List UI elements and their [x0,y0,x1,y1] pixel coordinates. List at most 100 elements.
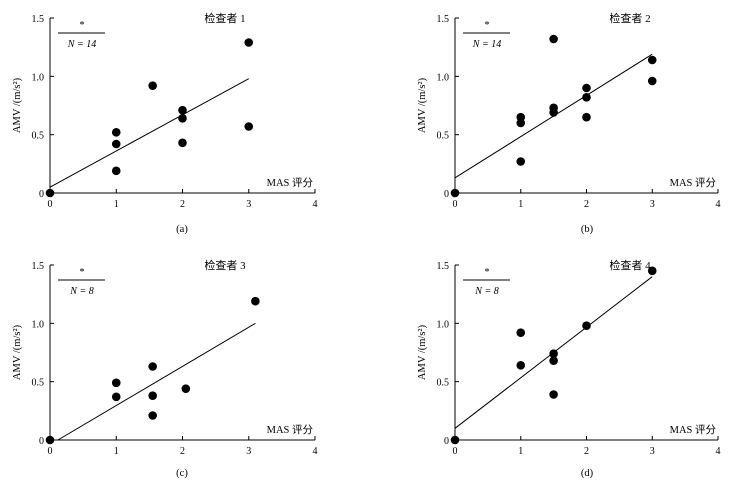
y-tick-label: 1.5 [32,261,45,272]
x-tick-label: 1 [114,199,119,210]
y-tick-label: 0 [39,436,44,447]
y-tick-label: 1.5 [32,14,45,25]
x-tick-label: 3 [650,199,655,210]
data-point [516,328,526,337]
fit-line [49,78,249,188]
n-label: N = 8 [69,286,93,297]
data-point [244,122,254,131]
data-point [178,105,187,115]
data-point [516,157,526,166]
data-point [178,114,187,123]
data-point [244,38,254,47]
x-tick-label: 1 [518,446,523,457]
x-axis-label: MAS 评分 [267,177,314,189]
data-point [111,378,121,388]
data-point [181,384,191,393]
x-tick-label: 3 [650,446,655,457]
panel-caption: (b) [581,224,594,235]
data-point [549,349,558,358]
x-tick-label: 1 [114,446,119,457]
x-tick-label: 0 [453,446,458,457]
x-tick-label: 2 [180,199,185,210]
x-tick-label: 0 [48,199,53,210]
data-point [251,296,260,306]
significance-star: * [80,20,85,31]
x-tick-label: 2 [584,199,589,210]
chart-panel-3: 0 1 2 3 4 0 0.5 1.0 1.5 AMV /(m/s²) MAS 评分 检查者 3 * N … [12,258,318,479]
x-tick-label: 4 [716,446,721,457]
data-point [582,93,591,102]
data-point [516,118,526,128]
data-point [647,76,657,86]
y-tick-label: 0.5 [32,378,45,389]
data-point [111,128,121,137]
panel-title: 检查者 3 [204,258,246,272]
significance-star: * [485,20,490,31]
x-axis-label: MAS 评分 [267,424,314,436]
x-tick-label: 4 [313,446,318,457]
panel-title: 检查者 4 [609,258,651,272]
data-point [148,411,157,420]
y-tick-label: 1.0 [437,72,450,83]
y-tick-label: 0.5 [437,131,450,142]
data-point [582,83,591,93]
data-point [450,435,460,445]
y-tick-label: 1.0 [437,319,450,330]
n-label: N = 14 [67,39,96,50]
data-point [582,321,591,330]
data-point [549,390,558,399]
y-tick-label: 0 [39,189,44,200]
x-axis-label: MAS 评分 [670,424,717,436]
x-axis-label: MAS 评分 [670,177,717,189]
data-point [647,266,657,276]
data-point [450,188,460,198]
data-point [111,166,121,176]
panel-caption: (d) [581,468,594,479]
data-point [111,392,121,402]
y-tick-label: 0 [444,189,449,200]
y-axis-label: AMV /(m/s²) [417,77,428,133]
x-tick-label: 0 [453,199,458,210]
x-tick-label: 0 [48,446,53,457]
data-point [148,81,157,90]
panel-caption: (c) [176,468,188,479]
chart-panel-1: 0 1 2 3 4 0 0.5 1.0 1.5 AMV /(m/s²) MAS 评分 检查者 1 * N … [12,11,318,235]
data-point [178,138,187,148]
data-point [45,188,55,198]
y-axis-label: AMV /(m/s²) [417,324,428,380]
significance-star: * [80,267,85,278]
n-label: N = 8 [474,286,498,297]
y-axis-label: AMV /(m/s²) [12,324,23,380]
x-tick-label: 1 [518,199,523,210]
x-tick-label: 3 [246,446,251,457]
y-tick-label: 0.5 [32,131,45,142]
x-tick-label: 4 [313,199,318,210]
y-tick-label: 0 [444,436,449,447]
data-point [45,435,55,445]
x-tick-label: 2 [180,446,185,457]
panel-title: 检查者 1 [204,11,245,25]
x-tick-label: 2 [584,446,589,457]
panel-caption: (a) [176,224,188,235]
fit-line [57,322,256,441]
x-tick-label: 4 [716,199,721,210]
data-point [549,356,558,365]
panel-title: 检查者 2 [609,11,650,25]
data-point [647,55,657,65]
data-point [148,362,157,371]
x-tick-label: 3 [246,199,251,210]
chart-panel-2: 0 1 2 3 4 0 0.5 1.0 1.5 AMV /(m/s²) MAS 评分 检查者 2 * N … [417,11,721,235]
data-point [582,112,591,122]
y-tick-label: 1.0 [32,72,45,83]
y-tick-label: 1.5 [437,14,450,25]
y-tick-label: 0.5 [437,378,450,389]
data-point [516,361,526,370]
significance-star: * [485,267,490,278]
data-point [148,391,157,400]
chart-panel-4: 0 1 2 3 4 0 0.5 1.0 1.5 AMV /(m/s²) MAS 评分 检查者 4 * N … [417,258,721,479]
data-point [549,108,558,117]
y-tick-label: 1.0 [32,319,45,330]
n-label: N = 14 [472,39,501,50]
